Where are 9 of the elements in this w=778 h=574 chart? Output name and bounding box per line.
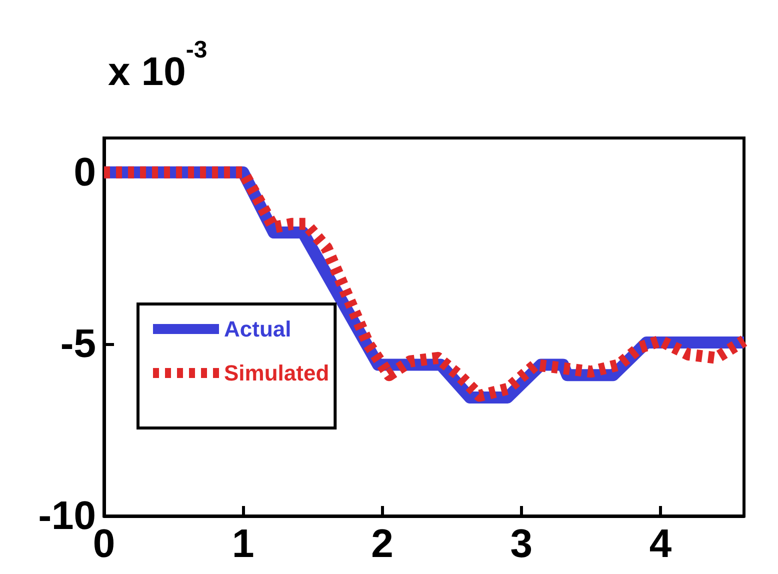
legend-label: Simulated	[224, 360, 330, 386]
x-tick-label: 2	[371, 522, 394, 566]
x-tick-label: 4	[649, 522, 672, 566]
y-tick-label: -10	[38, 494, 96, 538]
y-tick-label: 0	[74, 150, 96, 194]
legend-label: Actual	[224, 316, 292, 342]
x-tick-label: 1	[232, 522, 254, 566]
y-tick-label: -5	[60, 322, 96, 366]
x-tick-label: 3	[510, 522, 533, 566]
